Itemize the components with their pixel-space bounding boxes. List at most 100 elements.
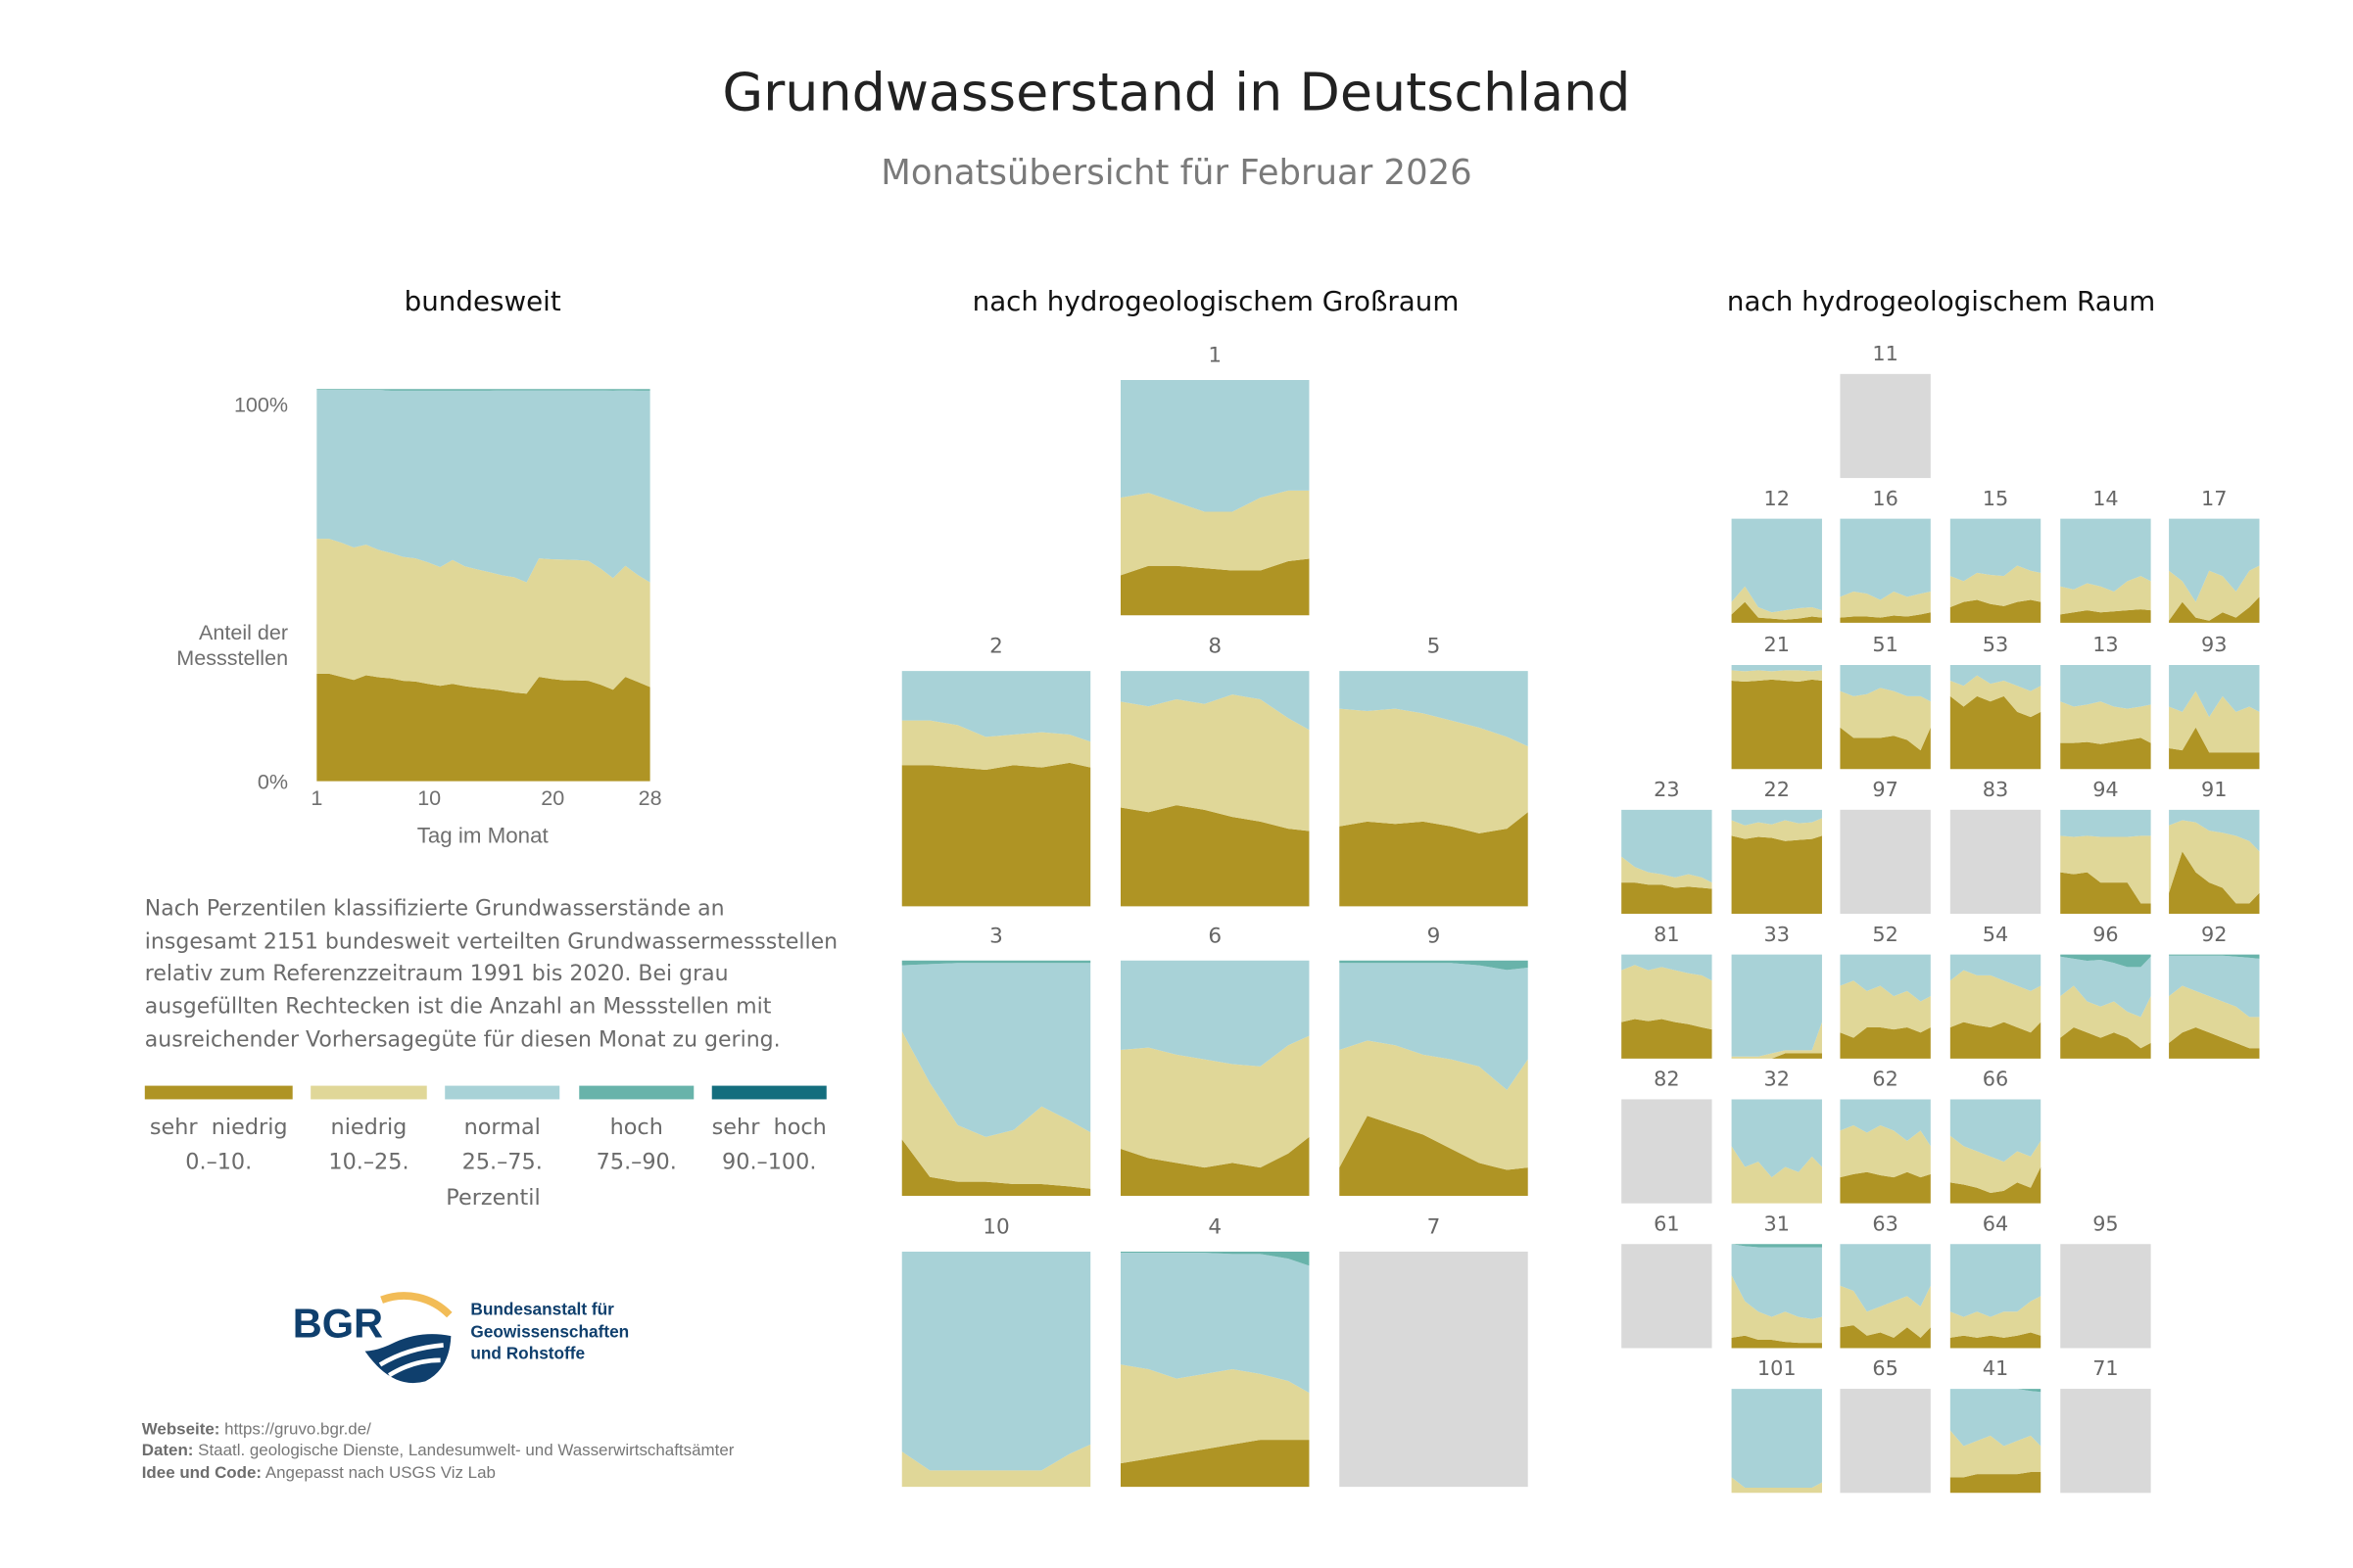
panel-96-area-sehr-niedrig (2060, 1026, 2151, 1059)
panel-label-23: 23 (1654, 778, 1680, 803)
panel-64-area-niedrig (1949, 1296, 2041, 1338)
panel-81-area-niedrig (1621, 965, 1712, 1030)
national-area-hoch (316, 389, 650, 391)
panel-51-area-normal (1840, 665, 1931, 702)
panel-6-area-sehr-niedrig (1120, 1136, 1310, 1196)
panel-52-area-niedrig (1840, 980, 1931, 1038)
panel-94-area-normal (2060, 809, 2151, 837)
panel-6-area-niedrig (1120, 1035, 1310, 1168)
panel-41-area-hoch (1949, 1389, 2041, 1393)
panel-14-area-niedrig (2060, 576, 2151, 615)
panel-16-area-niedrig (1840, 592, 1931, 618)
panel-4-area-sehr-niedrig (1120, 1440, 1310, 1488)
panel-41-area-sehr-niedrig (1949, 1472, 2041, 1494)
panel-52-area-sehr-niedrig (1840, 1026, 1931, 1059)
logo-abbr: BGR (293, 1301, 383, 1347)
panel-21-area-normal (1731, 665, 1822, 672)
panel-82-insufficient (1621, 1099, 1712, 1204)
panel-14-area-sehr-niedrig (2060, 609, 2151, 623)
panel-51-area-niedrig (1840, 688, 1931, 751)
panel-label-8: 8 (1208, 635, 1223, 659)
x-tick-10: 10 (417, 785, 442, 810)
panel-10-area-normal (901, 1251, 1091, 1471)
panel-101-area-normal (1731, 1389, 1822, 1488)
panel-65-insufficient (1840, 1389, 1931, 1494)
legend-name-normal: normal (463, 1116, 541, 1141)
panel-label-21: 21 (1763, 633, 1790, 658)
panel-63-area-sehr-niedrig (1840, 1325, 1931, 1349)
panel-92-area-normal (2169, 955, 2260, 1018)
page-title: Grundwasserstand in Deutschland (722, 63, 1631, 124)
y-tick-0: 0% (257, 769, 289, 793)
panel-label-32: 32 (1763, 1068, 1790, 1092)
page-subtitle: Monatsübersicht für Februar 2026 (881, 154, 1472, 194)
panel-31-area-normal (1731, 1244, 1822, 1319)
panel-11-insufficient (1840, 373, 1931, 479)
panel-label-51: 51 (1872, 633, 1898, 658)
panel-32-area-niedrig (1731, 1146, 1822, 1204)
national-area-sehr-niedrig (316, 673, 650, 782)
panel-label-81: 81 (1654, 923, 1680, 947)
panel-3-area-niedrig (901, 1030, 1091, 1189)
logo-line: und Rohstoffe (470, 1345, 586, 1363)
panel-2-area-niedrig (901, 720, 1091, 771)
legend-range-niedrig: 10.–25. (328, 1150, 409, 1175)
panel-7-insufficient (1339, 1251, 1528, 1488)
panel-93-area-sehr-niedrig (2169, 727, 2260, 770)
panel-label-1: 1 (1208, 344, 1223, 368)
panel-14-area-normal (2060, 518, 2151, 593)
data-source: Staatl. geologische Dienste, Landesumwel… (198, 1442, 735, 1460)
panel-label-15: 15 (1982, 487, 2009, 511)
panel-52-area-normal (1840, 954, 1931, 1002)
panel-16-area-normal (1840, 518, 1931, 600)
panel-21-area-sehr-niedrig (1731, 679, 1822, 770)
panel-label-82: 82 (1654, 1068, 1680, 1092)
panel-31-area-niedrig (1731, 1275, 1822, 1344)
panel-label-7: 7 (1426, 1214, 1441, 1240)
x-axis-label: Tag im Monat (416, 825, 549, 849)
panel-54-area-sehr-niedrig (1949, 1022, 2041, 1059)
web-link[interactable]: https://gruvo.bgr.de/ (224, 1420, 371, 1439)
panel-10-area-niedrig (901, 1444, 1091, 1488)
panel-1-area-normal (1120, 380, 1310, 512)
panel-66-area-normal (1949, 1099, 2041, 1163)
panel-22-area-sehr-niedrig (1731, 835, 1822, 915)
description-text: Nach Perzentilen klassifizierte Grundwas… (144, 897, 839, 1053)
legend-swatch-hoch (579, 1085, 695, 1100)
panel-16-area-sehr-niedrig (1840, 612, 1931, 623)
panel-22-area-normal (1731, 809, 1822, 826)
logo-text: Bundesanstalt für Geowissenschaften und … (470, 1300, 629, 1365)
panel-17-area-sehr-niedrig (2169, 596, 2260, 623)
panel-8-area-sehr-niedrig (1120, 805, 1310, 907)
panel-label-12: 12 (1763, 487, 1790, 511)
panel-label-10: 10 (983, 1214, 1010, 1240)
panel-2-area-normal (901, 671, 1091, 742)
panel-93-area-normal (2169, 665, 2260, 718)
panel-label-63: 63 (1872, 1212, 1898, 1237)
x-tick-1: 1 (311, 785, 323, 810)
panel-66-area-sehr-niedrig (1949, 1166, 2041, 1204)
panel-4-area-normal (1120, 1253, 1310, 1394)
panel-23-area-normal (1621, 809, 1712, 883)
legend-name-sehr-niedrig: sehr niedrig (149, 1116, 288, 1141)
panel-95-insufficient (2060, 1244, 2151, 1349)
panel-41-area-niedrig (1949, 1430, 2041, 1478)
panel-5-area-normal (1339, 671, 1528, 747)
panel-101-area-niedrig (1731, 1477, 1822, 1494)
panel-13-area-niedrig (2060, 701, 2151, 744)
legend-name-sehr-hoch: sehr hoch (711, 1116, 827, 1141)
panel-label-17: 17 (2201, 487, 2228, 511)
panel-label-53: 53 (1982, 633, 2009, 658)
panel-6-area-normal (1120, 960, 1310, 1067)
panel-label-14: 14 (2092, 487, 2119, 511)
panel-92-area-hoch (2169, 954, 2260, 959)
panel-94-area-sehr-niedrig (2060, 872, 2151, 915)
panel-62-area-niedrig (1840, 1125, 1931, 1178)
y-tick-100: 100% (233, 392, 289, 416)
panel-92-area-niedrig (2169, 985, 2260, 1049)
national-area-normal (316, 390, 650, 583)
panel-label-66: 66 (1982, 1068, 2009, 1092)
panel-31-area-hoch (1731, 1244, 1822, 1248)
panel-9-area-sehr-niedrig (1339, 1116, 1528, 1196)
